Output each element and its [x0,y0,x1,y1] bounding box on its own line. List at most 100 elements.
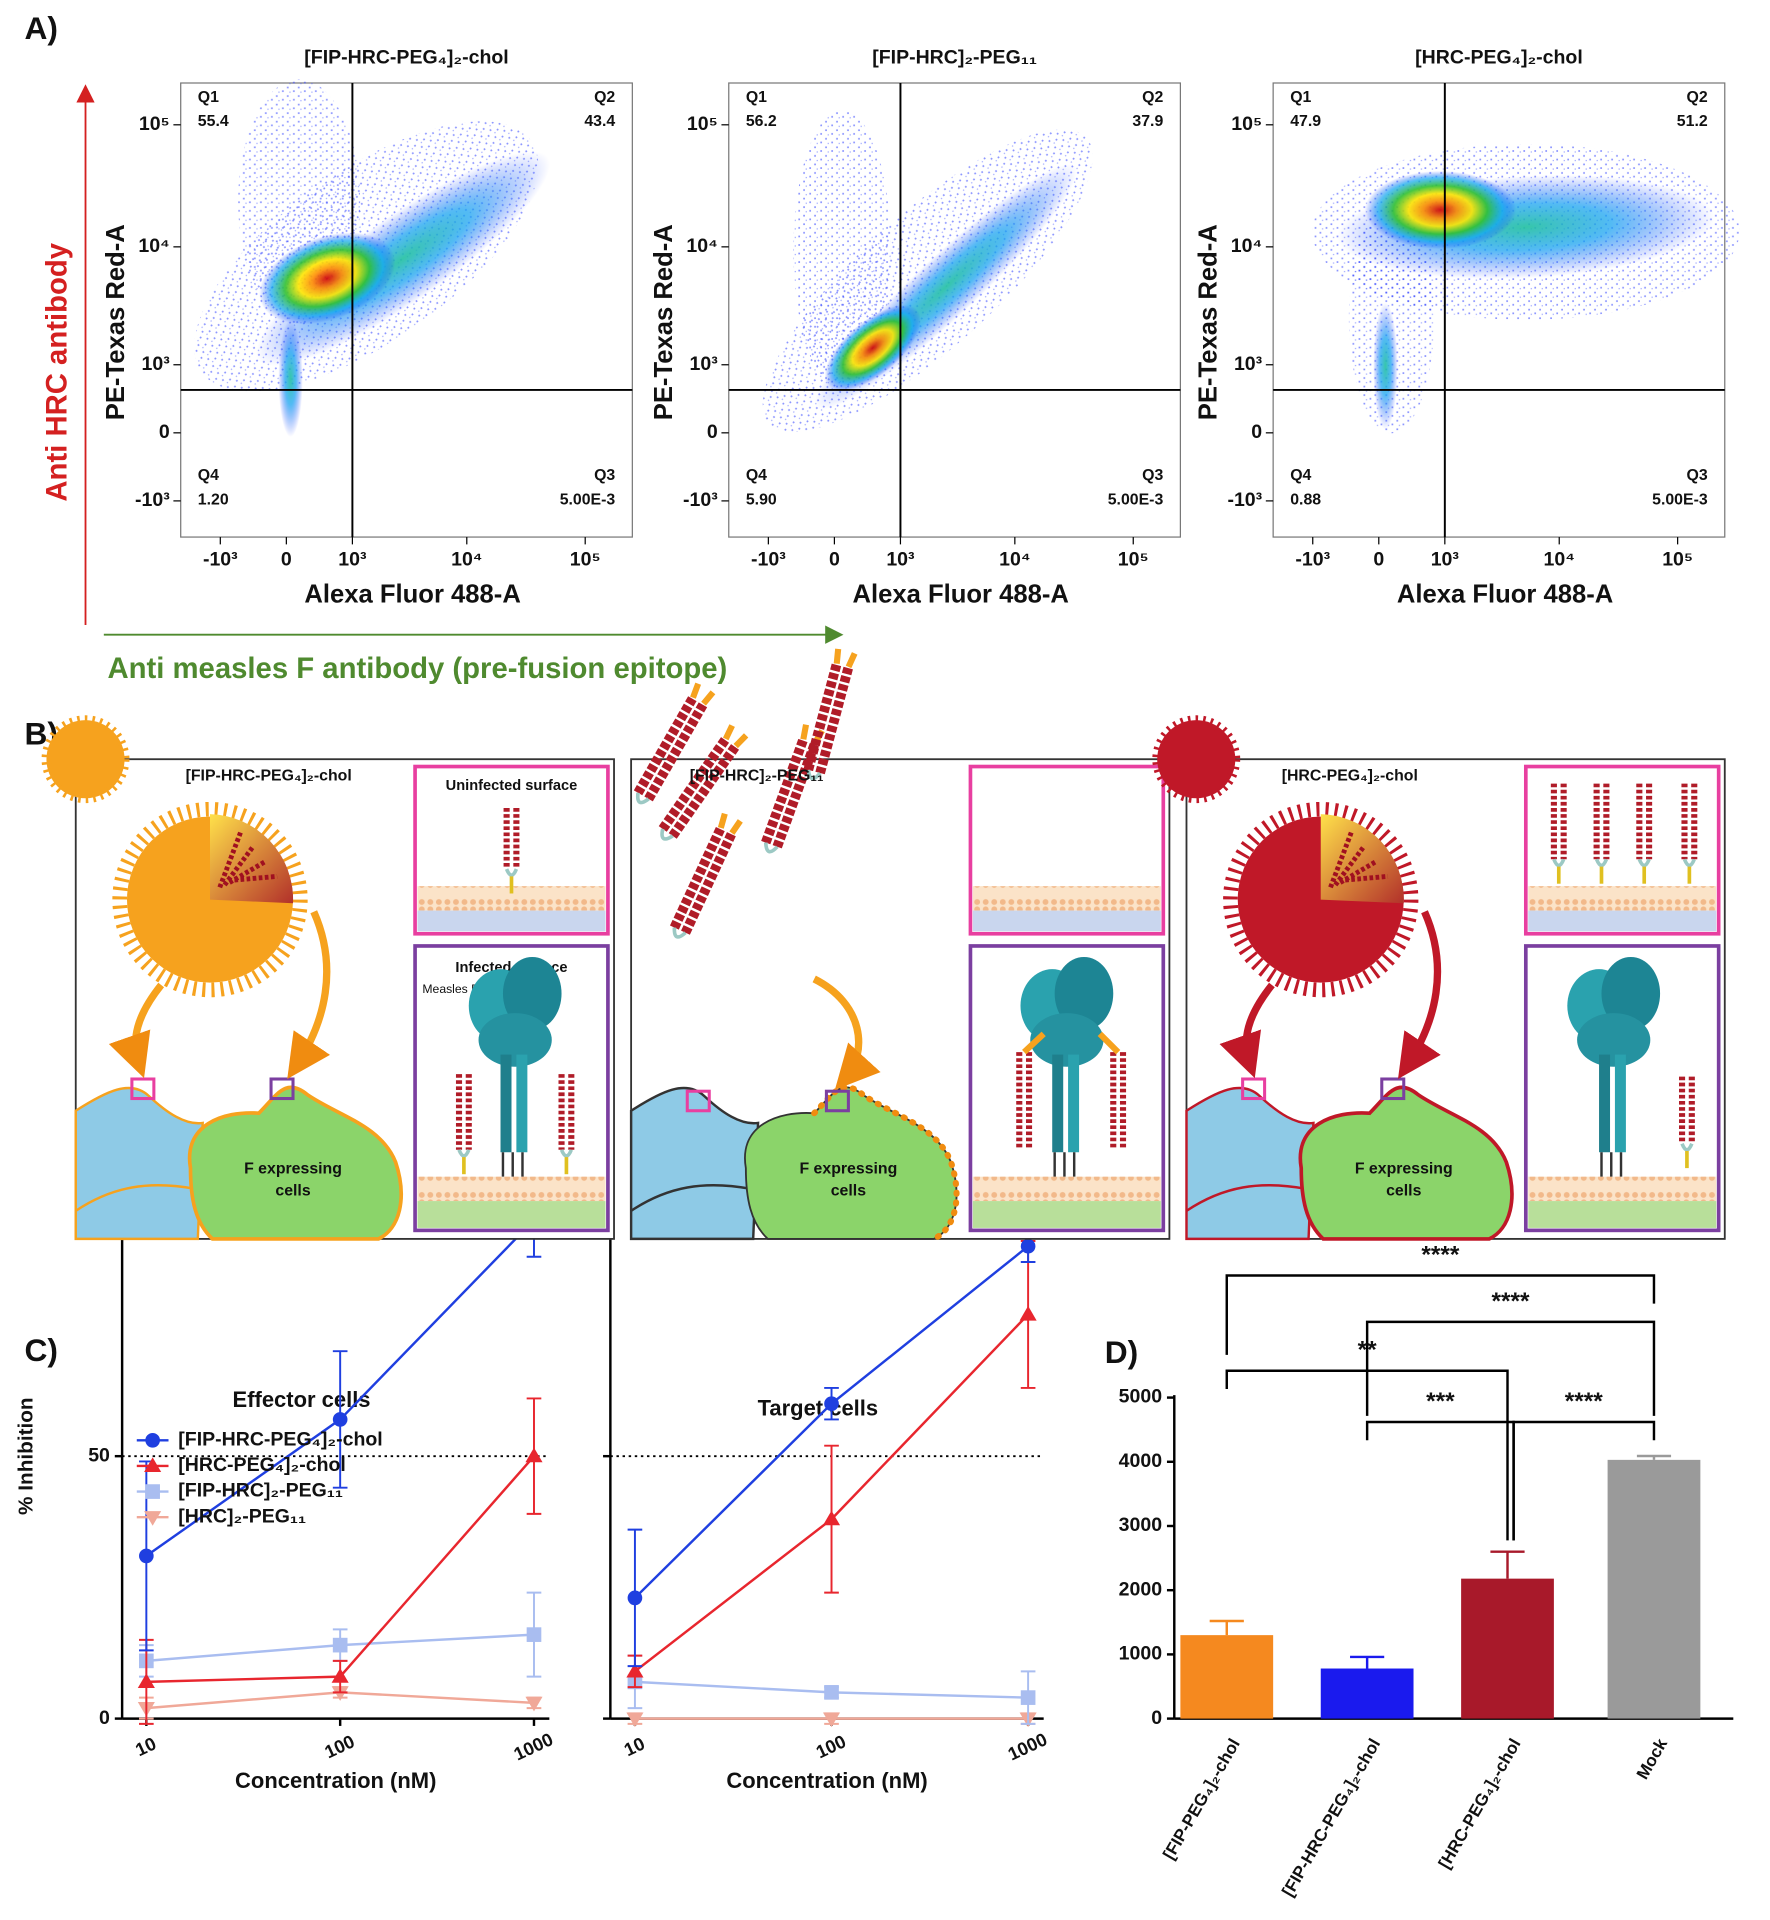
quadrant-name: Q2 [594,89,615,106]
quadrant-value: 5.00E-3 [560,492,616,509]
y-axis-label: PE-Texas Red-A [1194,224,1222,420]
wedge-helix [217,831,243,889]
linker [1680,1142,1694,1152]
data-point [1020,1690,1036,1705]
y-tick-label: 2000 [1119,1578,1163,1600]
data-point [332,1637,348,1653]
linker [457,1149,471,1158]
error-bar [1350,1655,1385,1669]
f-cell [187,1085,403,1241]
bar [1320,1668,1414,1719]
cytoplasm [972,910,1161,932]
significance-bracket [1512,1420,1656,1541]
arrow [287,910,331,1079]
y-tick-label: 0 [1151,1707,1162,1729]
cell-label: cells [831,1182,866,1199]
flow-plot: -10³ 0 10³ 10⁴ 10⁵ -10³ 0 10³ 10⁴ 10⁵ [FIP-HRC-PEG… [102,47,633,608]
quadrant-value: 0.88 [1290,492,1321,509]
x-tick-label: 10³ [1431,548,1460,570]
diagram-panel: F expressing cells [FIP-HRC]₂-PEG₁₁ [629,648,1171,1242]
significance-label: *** [1426,1388,1455,1415]
free-peptide [669,812,743,939]
data-point [331,1686,349,1701]
significance-label: **** [1492,1288,1530,1315]
x-tick-label: 0 [281,548,292,570]
x-tick-label: -10³ [1295,548,1330,570]
zoom-box [824,1089,850,1113]
nanoparticle-spikes [112,801,308,998]
legend-marker [144,1511,162,1526]
y-tick-label: 5000 [1119,1386,1163,1408]
cell-label: cells [1386,1182,1421,1199]
x-tick-label: 10³ [886,548,915,570]
data-point [824,1685,839,1700]
linker [1637,858,1651,868]
hairpin [1678,1076,1695,1144]
flow-plot: -10³ 0 10³ 10⁴ 10⁵ -10³ 0 10³ 10⁴ 10⁵ [FIP-HRC]₂-P… [650,47,1181,608]
density-cloud [278,319,303,437]
cytoplasm [1528,910,1717,932]
x-axis-label: Concentration (nM) [235,1768,436,1793]
quadrant-value: 51.2 [1677,113,1708,130]
y-tick-label: 0 [1251,421,1262,443]
legend-marker [145,1484,160,1499]
protein-stalk [1068,1054,1080,1153]
quadrant-name: Q3 [1142,467,1163,484]
cell-label: F expressing [1355,1161,1453,1178]
y-tick-label: 10⁵ [139,113,170,135]
data-point [1019,1305,1037,1321]
hairpin [455,1074,472,1150]
hairpin [1636,783,1653,860]
data-point [525,1696,543,1712]
y-tick-label: 10⁴ [686,235,717,257]
quadrant-name: Q4 [746,467,767,484]
x-axis-label: Alexa Fluor 488-A [852,580,1068,608]
data-point [137,1673,155,1688]
panel-label: D) [1105,1334,1138,1370]
data-point [139,1548,154,1564]
flow-plot: -10³ 0 10³ 10⁴ 10⁵ -10³ 0 10³ 10⁴ 10⁵ [HRC-PEG₄]₂-… [1194,47,1740,608]
hairpin [1681,783,1698,860]
cell-boundary [630,1184,751,1212]
bar [1607,1459,1701,1719]
wedge-helix [1328,831,1354,889]
quadrant-value: 37.9 [1132,113,1163,130]
corner-particle [1152,715,1241,804]
density-cloud [1364,170,1517,250]
density-cloud [1373,302,1398,430]
panel-title: [FIP-HRC]₂-PEG₁₁ [690,767,824,784]
protein-part [502,956,562,1031]
f-cell [1298,1085,1514,1241]
tm-domains [501,1152,524,1177]
linker [559,1149,574,1158]
quadrant-value: 5.90 [746,492,777,509]
peptide-tip [833,648,858,669]
y-tick-label: 0 [99,1707,110,1729]
arrow [108,982,165,1079]
significance-bracket [1365,1320,1656,1416]
quadrant-value: 5.00E-3 [1652,492,1708,509]
cytoplasm [1528,1201,1717,1228]
y-tick-label: 0 [707,421,718,443]
y-tick-label: 10⁵ [1231,113,1262,135]
quadrant-name: Q1 [746,89,767,106]
y-tick-label: 50 [88,1444,110,1466]
cytoplasm [417,1201,606,1228]
zoom-box [269,1077,295,1101]
data-point [626,1662,644,1678]
zoom-box [1380,1077,1406,1101]
legend-marker [144,1457,162,1473]
protein-part [1601,956,1661,1031]
quadrant-name: Q4 [1290,467,1311,484]
host-cell [1185,1086,1315,1241]
quadrant-value: 56.2 [746,113,777,130]
y-tick-label: 3000 [1119,1514,1163,1536]
cell-label: cells [275,1182,310,1199]
x-tick-label: 0 [1373,548,1384,570]
quadrant-value: 47.9 [1290,113,1321,130]
x-tick-label: 10⁴ [451,548,482,570]
protein-part [478,1013,552,1067]
